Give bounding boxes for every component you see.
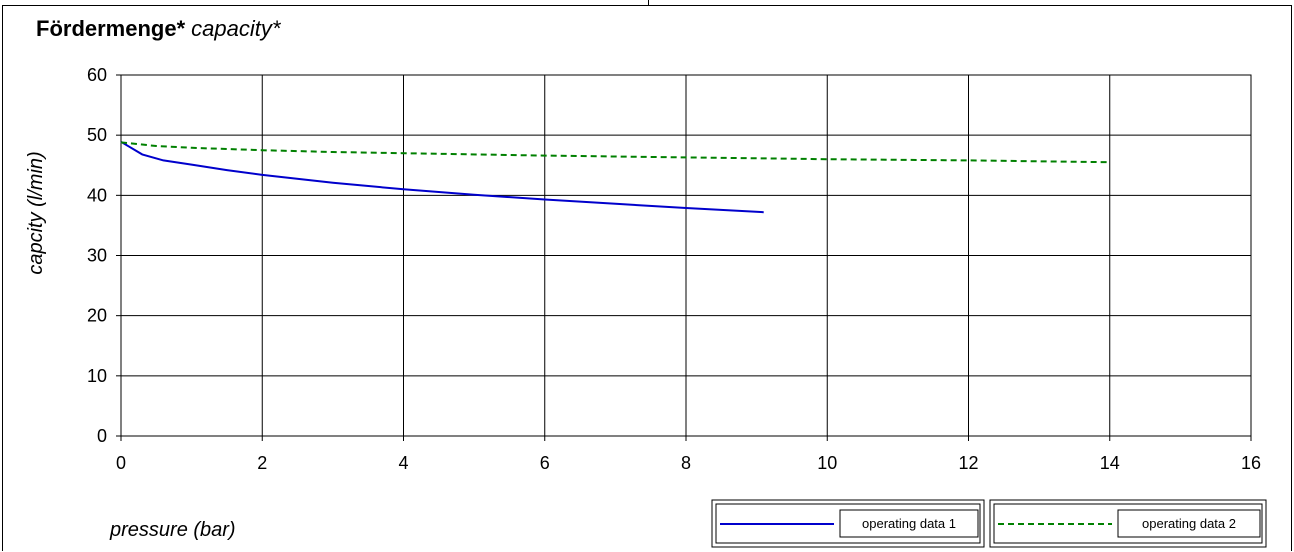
axis-ticks: 0 2 4 6 8 10 12 14 16 0 10 20 30 40 50 60 [87,65,1261,473]
legend-label-box [1117,509,1261,538]
x-axis-label: pressure (bar) [109,519,236,541]
legend-entry-inner [715,503,981,544]
x-tick-label: 10 [817,453,837,473]
x-tick-label: 8 [681,453,691,473]
chart-frame [2,5,1292,551]
x-tick-label: 14 [1100,453,1120,473]
y-tick-label: 10 [87,366,107,386]
y-tick-label: 0 [97,426,107,446]
series-line-2 [120,141,1110,164]
x-tick-label: 0 [116,453,126,473]
chart-title: Fördermenge* capacity* [36,14,280,44]
x-tick-label: 6 [540,453,550,473]
y-axis-label: capcity (l/min) [25,151,47,274]
legend: operating data 1 operating data 2 [711,499,1267,548]
x-tick-label: 12 [958,453,978,473]
x-tick-label: 2 [257,453,267,473]
chart-title-english: capacity* [191,16,281,41]
y-tick-label: 20 [87,306,107,326]
legend-label-1: operating data 1 [862,516,956,531]
chart-title-german: Fördermenge* [36,16,186,41]
series-line-1 [120,140,764,214]
legend-label-box [839,509,979,538]
legend-entry-inner [993,503,1263,544]
y-tick-label: 60 [87,65,107,85]
header-divider [648,0,649,6]
x-tick-label: 4 [398,453,408,473]
x-tick-label: 16 [1241,453,1261,473]
legend-label-2: operating data 2 [1142,516,1236,531]
series-lines [120,140,1110,214]
y-tick-label: 40 [87,185,107,205]
grid [121,75,1251,436]
y-tick-label: 50 [87,125,107,145]
y-tick-label: 30 [87,246,107,266]
